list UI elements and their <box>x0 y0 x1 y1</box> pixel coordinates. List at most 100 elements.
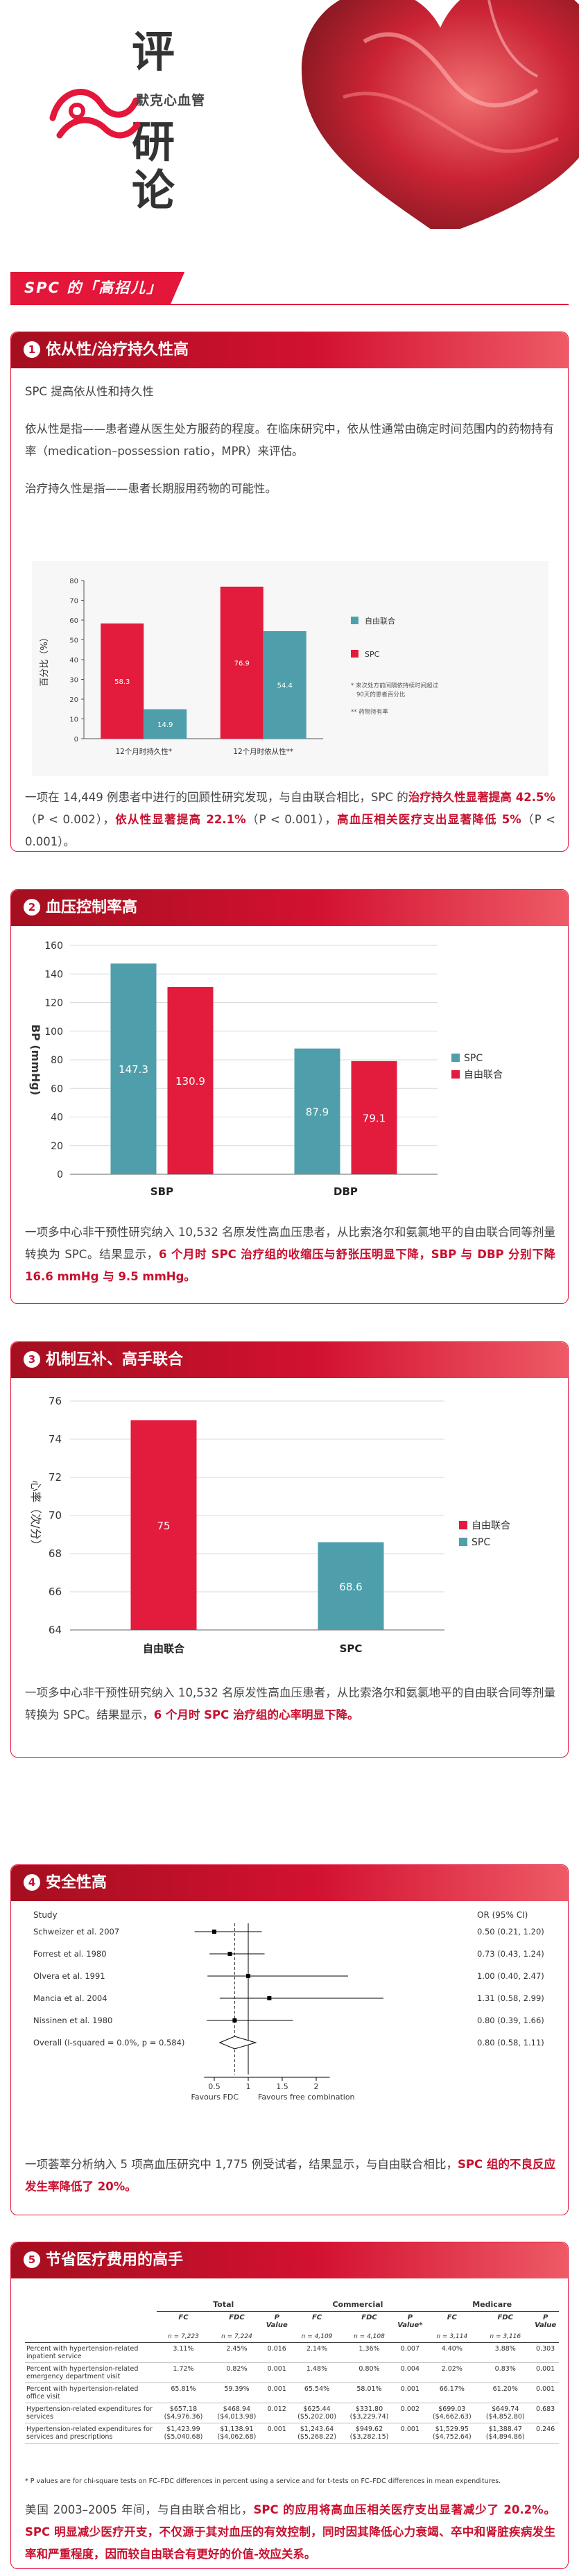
table-row-label: Hypertension-related expenditures for se… <box>25 2423 157 2444</box>
highlight-text: 治疗持久性显著提高 42.5% <box>408 791 555 804</box>
legend-label: 自由联合 <box>464 1070 503 1081</box>
legend-label: 自由联合 <box>472 1520 510 1531</box>
table-cell: 66.17% <box>425 2382 479 2403</box>
x-tick-label: SPC <box>340 1642 363 1655</box>
table-sample-size: n = 3,116 <box>478 2331 533 2343</box>
table-cell: $625.44 ($5,202.00) <box>290 2403 344 2423</box>
tag-divider <box>10 304 569 305</box>
merck-swirl-logo-icon <box>49 89 141 139</box>
study-name: Olvera et al. 1991 <box>33 1971 105 1981</box>
y-tick-label: 40 <box>51 1113 63 1124</box>
data-label: 79.1 <box>363 1112 386 1124</box>
table-cell: 0.001 <box>532 2362 559 2383</box>
x-tick-label: 12个月时持久性* <box>115 747 172 756</box>
table-column-header: FC <box>447 2314 457 2321</box>
highlight-text: 依从性显著提高 22.1% <box>115 813 246 826</box>
table-cell: 3.11% <box>157 2342 210 2363</box>
section-safety: 4 安全性高 Study OR (95% CI) Schweizer et al. 2… <box>10 1864 569 2215</box>
legend-swatch <box>459 1521 467 1529</box>
y-tick-label: 76 <box>49 1395 62 1407</box>
table-cell: 65.81% <box>157 2382 210 2403</box>
bar <box>294 1048 340 1174</box>
table-cell: 0.82% <box>209 2362 263 2383</box>
table-cell: $1,423.99 ($5,040.68) <box>157 2423 210 2444</box>
y-tick-label: 68 <box>49 1547 62 1560</box>
data-label: 87.9 <box>306 1106 329 1118</box>
table-cell: 1.36% <box>343 2342 395 2363</box>
x-tick-label: 2 <box>314 2082 319 2091</box>
table-cell: 0.83% <box>478 2362 533 2383</box>
legend-swatch-spc <box>351 650 358 658</box>
y-tick-label: 74 <box>49 1433 62 1445</box>
table-sample-size: n = 4,108 <box>343 2331 395 2343</box>
data-label: 54.4 <box>277 682 293 689</box>
table-cell: $1,529.95 ($4,752.64) <box>425 2423 479 2444</box>
footnote-1-cont: 90天的患者百分比 <box>356 691 405 698</box>
y-tick-label: 72 <box>49 1471 62 1484</box>
highlight-text: SPC 组的不良反应发生率降低了 20%。 <box>25 2158 555 2193</box>
legend-label-spc: SPC <box>365 650 380 659</box>
highlight-text: 高血压相关医疗支出显著降低 5% <box>337 813 521 826</box>
header-banner: 评 研论 默克心血管 <box>0 0 579 229</box>
table-row-label: Hypertension-related expenditures for se… <box>25 2403 157 2423</box>
x-tick-label: 1 <box>246 2082 251 2091</box>
adherence-chart-panel: 0 10 20 30 40 50 60 70 80 百分比（%） 58.3 14.9 12个月时持久性*… <box>32 561 548 776</box>
bar <box>263 630 306 739</box>
section-number: 3 <box>24 1351 40 1368</box>
table-group-header: Medicare <box>425 2298 559 2312</box>
study-name: Forrest et al. 1980 <box>33 1949 107 1959</box>
legend-label: SPC <box>472 1537 490 1548</box>
table-cell: 0.303 <box>532 2342 559 2363</box>
y-tick-label: 60 <box>69 617 78 625</box>
table-cell: $649.74 ($4,852.80) <box>478 2403 533 2423</box>
section-title: 安全性高 <box>46 1874 107 1891</box>
table-sample-size: n = 7,224 <box>209 2331 263 2343</box>
highlight-text: 6 个月时 SPC 治疗组的心率明显下降。 <box>153 1708 359 1721</box>
table-cell: 3.88% <box>478 2342 533 2363</box>
legend-swatch <box>451 1054 460 1062</box>
y-axis-label: BP (mmHg) <box>29 1024 42 1095</box>
table-sample-size: n = 7,223 <box>157 2331 210 2343</box>
table-sample-size: n = 3,114 <box>425 2331 479 2343</box>
table-cell: 59.39% <box>209 2382 263 2403</box>
text-run: 一项在 14,449 例患者中进行的回顾性研究发现，与自由联合相比，SPC 的 <box>25 791 408 804</box>
heart-rate-bar-chart: 64 66 68 70 72 74 76 心率（次/分） 75 自由联合 68.6 SPC 自由联合 SP… <box>29 1395 510 1655</box>
text-run: 美国 2003–2005 年间，与自由联合相比， <box>25 2503 254 2516</box>
table-footnote: * P values are for chi-square tests on F… <box>25 2478 501 2485</box>
table-cell: 0.001 <box>263 2362 291 2383</box>
table-group-header: Commercial <box>290 2298 426 2312</box>
table-cell: 65.54% <box>290 2382 344 2403</box>
point-estimate <box>267 1996 272 2000</box>
cost-table: Total Commercial Medicare FC FDC P Value FC FDC… <box>25 2298 559 2444</box>
legend-swatch <box>459 1538 467 1546</box>
text-run: （P < 0.001）。 <box>25 813 555 848</box>
y-tick-label: 70 <box>49 1509 62 1522</box>
table-cell: 61.20% <box>478 2382 533 2403</box>
x-tick-label: DBP <box>334 1185 358 1198</box>
paragraph-result: 一项多中心非干预性研究纳入 10,532 名原发性高血压患者，从比索洛尔和氨氯地… <box>11 1682 568 1726</box>
y-tick-label: 20 <box>69 696 78 704</box>
forest-plot-panel: Study OR (95% CI) Schweizer et al. 2007 0.5… <box>25 1908 555 2144</box>
paragraph: 依从性是指——患者遵从医生处方服药的程度。在临床研究中，依从性通常由确定时间范围… <box>25 422 554 458</box>
text-run: 一项多中心非干预性研究纳入 10,532 名原发性高血压患者，从比索洛尔和氨氯地… <box>25 1226 555 1261</box>
table-cell: 0.001 <box>395 2382 426 2403</box>
hr-chart-panel: 64 66 68 70 72 74 76 心率（次/分） 75 自由联合 68.6 SPC 自由联合 SP… <box>18 1384 562 1675</box>
legend-label-free: 自由联合 <box>365 616 395 626</box>
table-cell: $331.80 ($3,229.74) <box>343 2403 395 2423</box>
text-run: 一项荟萃分析纳入 5 项高血压研究中 1,775 例受试者，结果显示，与自由联合… <box>25 2158 458 2171</box>
section-title: 血压控制率高 <box>46 899 138 916</box>
data-label: 68.6 <box>339 1581 362 1593</box>
x-tick-label: 0.5 <box>208 2082 221 2091</box>
table-cell: $1,388.47 ($4,894.86) <box>478 2423 533 2444</box>
table-column-header: P Value <box>535 2314 557 2329</box>
table-column-header: FC <box>311 2314 322 2321</box>
table-cell: 0.246 <box>532 2423 559 2444</box>
study-name: Mancia et al. 2004 <box>33 1993 107 2003</box>
paragraph-result: 一项荟萃分析纳入 5 项高血压研究中 1,775 例受试者，结果显示，与自由联合… <box>11 2154 568 2198</box>
or-label: 0.50 (0.21, 1.20) <box>477 1927 544 1937</box>
table-column-header: FDC <box>229 2314 245 2321</box>
section-header: 4 安全性高 <box>11 1865 568 1901</box>
header-title-top: 评 <box>132 26 175 77</box>
table-group-header: Total <box>157 2298 291 2312</box>
text-run: （P < 0.001）， <box>245 813 338 826</box>
